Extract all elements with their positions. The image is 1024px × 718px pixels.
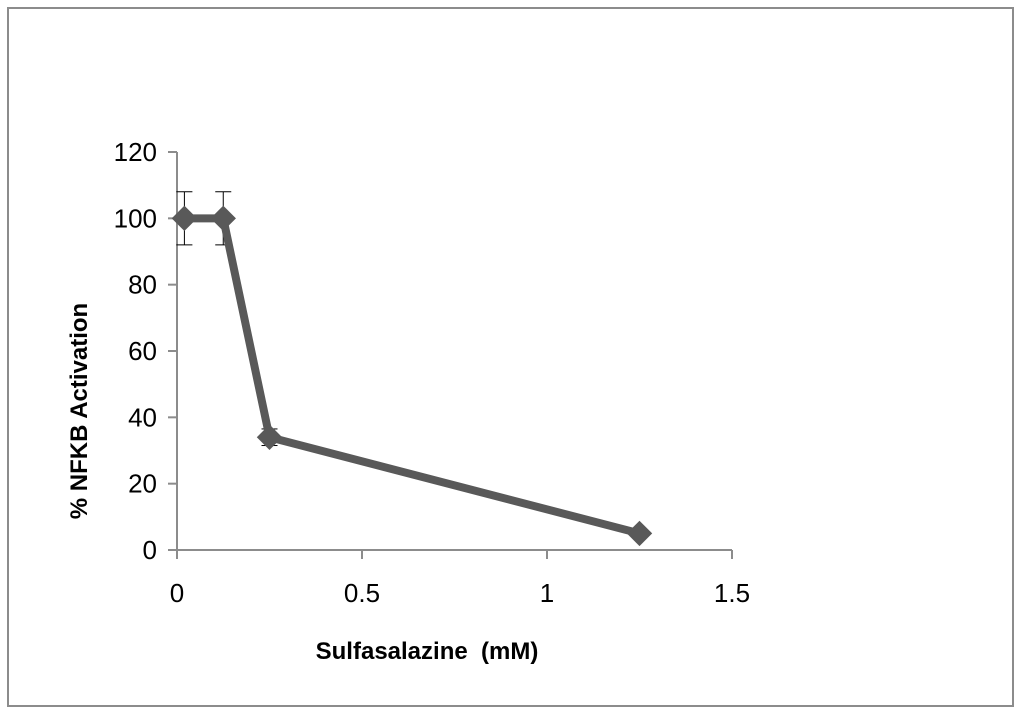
data-point-marker — [626, 520, 653, 547]
series-layer — [171, 191, 653, 547]
series-line — [184, 214, 641, 538]
y-tick-label: 0 — [143, 535, 157, 565]
y-tick-label: 20 — [128, 469, 157, 499]
chart-canvas: 0 20 40 60 80 100 120 0 0.5 1 1.5 Sulfasalazine (m… — [66, 137, 750, 665]
y-tick-label: 80 — [128, 270, 157, 300]
x-axis-title: Sulfasalazine (mM) — [316, 638, 539, 665]
x-tick-label: 1.5 — [714, 578, 750, 608]
y-tick-label: 120 — [114, 137, 157, 167]
x-tick-label: 0 — [170, 578, 184, 608]
data-point-marker — [256, 424, 283, 450]
y-tick-label: 40 — [128, 402, 157, 432]
y-axis-title: % NFKB Activation — [66, 303, 93, 519]
data-point-marker — [171, 205, 198, 232]
axes: 0 20 40 60 80 100 120 0 0.5 1 1.5 — [114, 137, 750, 608]
y-tick-label: 60 — [128, 336, 157, 366]
chart-frame: 0 20 40 60 80 100 120 0 0.5 1 1.5 Sulfasalazine (m… — [7, 7, 1014, 707]
x-tick-label: 0.5 — [344, 578, 380, 608]
data-point-marker — [210, 205, 236, 232]
x-tick-label: 1 — [540, 578, 554, 608]
y-tick-label: 100 — [114, 203, 157, 233]
